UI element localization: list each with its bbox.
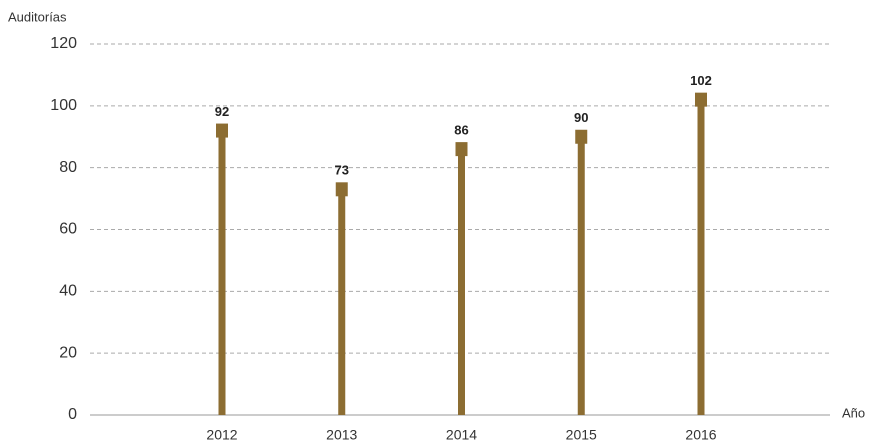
x-tick-label: 2015: [566, 427, 597, 443]
value-label: 86: [454, 123, 468, 138]
y-tick-label: 120: [50, 35, 77, 52]
y-tick-label: 20: [59, 344, 77, 361]
x-tick-label: 2013: [326, 427, 357, 443]
stem: [697, 99, 705, 416]
value-label: 73: [335, 163, 349, 178]
y-tick-label: 80: [59, 159, 77, 176]
x-tick-label: 2016: [685, 427, 716, 443]
y-tick-label: 0: [68, 406, 77, 423]
y-axis-title: Auditorías: [8, 9, 67, 24]
x-tick-label: 2012: [206, 427, 237, 443]
y-tick-label: 40: [59, 283, 77, 300]
marker: [575, 129, 588, 144]
marker: [216, 123, 228, 138]
lollipop: [575, 129, 588, 415]
marker: [695, 92, 707, 107]
value-label: 92: [215, 104, 229, 119]
stem: [218, 130, 226, 416]
y-tick-label: 60: [59, 221, 77, 238]
stem: [338, 189, 346, 415]
lollipop: [455, 142, 468, 415]
lollipop: [695, 92, 707, 416]
y-tick-label: 100: [50, 97, 77, 114]
x-axis-title: Año: [842, 405, 865, 420]
lollipop: [216, 123, 228, 416]
marker: [455, 142, 468, 157]
value-label: 102: [690, 73, 712, 88]
value-label: 90: [574, 110, 588, 125]
stem: [577, 136, 585, 415]
stem: [458, 149, 465, 415]
marker: [335, 182, 348, 197]
lollipop: [335, 182, 348, 415]
x-tick-label: 2014: [446, 427, 477, 443]
